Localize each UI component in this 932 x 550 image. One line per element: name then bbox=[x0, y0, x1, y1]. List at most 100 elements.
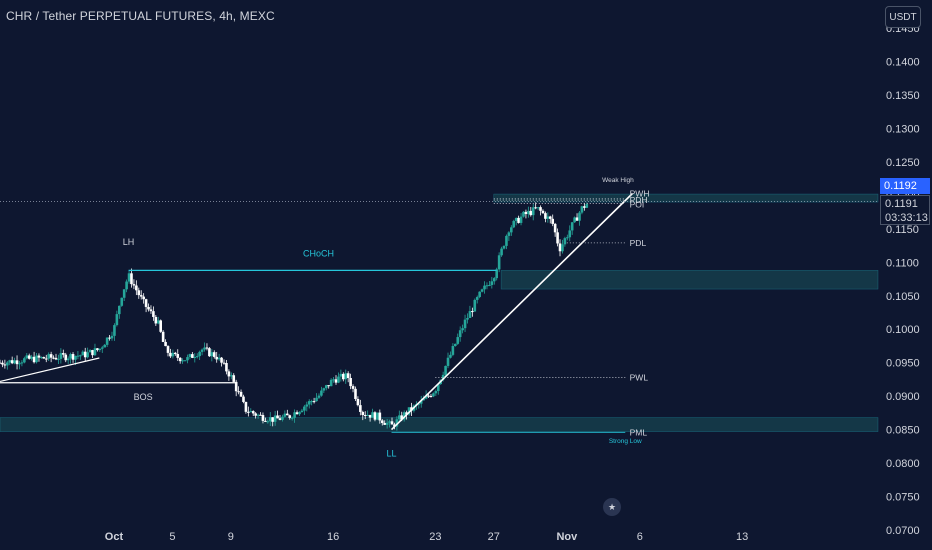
current-price-tag: 0.1191 03:33:13 bbox=[880, 195, 930, 225]
candle-body bbox=[507, 232, 511, 236]
candle-body bbox=[225, 363, 228, 372]
x-tick-label: Nov bbox=[556, 531, 578, 543]
candle-body bbox=[264, 420, 267, 422]
candle-body bbox=[561, 244, 564, 252]
candle-body bbox=[15, 360, 19, 365]
candle-body bbox=[188, 354, 192, 358]
candle-body bbox=[502, 245, 506, 249]
candle-body bbox=[339, 373, 343, 377]
candle-body bbox=[217, 357, 221, 360]
candle-body bbox=[210, 352, 214, 357]
candle-body bbox=[505, 235, 508, 246]
candle-body bbox=[103, 344, 106, 348]
candle-body bbox=[142, 296, 145, 300]
candle-body bbox=[444, 365, 447, 375]
candle-body bbox=[332, 379, 335, 381]
candle-body bbox=[159, 320, 162, 332]
candle-body bbox=[405, 412, 408, 415]
candle-body bbox=[161, 331, 165, 342]
candle-body bbox=[259, 414, 262, 416]
candle-body bbox=[324, 385, 328, 389]
candle-body bbox=[463, 319, 467, 329]
candle-body bbox=[27, 355, 31, 359]
candle-body bbox=[495, 269, 499, 279]
candle-body bbox=[305, 404, 309, 407]
candle-body bbox=[183, 360, 187, 362]
candle-body bbox=[193, 356, 197, 358]
candle-body bbox=[47, 354, 50, 359]
candle-body bbox=[239, 391, 243, 397]
y-tick-label: 0.1000 bbox=[886, 324, 920, 336]
candle-body bbox=[529, 210, 533, 216]
candle-body bbox=[13, 360, 16, 364]
candle-body bbox=[566, 237, 569, 239]
candle-body bbox=[181, 360, 184, 362]
candle-body bbox=[327, 385, 331, 387]
candle-body bbox=[517, 217, 520, 223]
candle-body bbox=[215, 356, 218, 360]
candle-body bbox=[127, 273, 131, 282]
candle-body bbox=[356, 398, 360, 406]
candle-body bbox=[164, 341, 167, 347]
x-tick-label: 27 bbox=[488, 531, 500, 543]
candle-body bbox=[288, 415, 292, 418]
candle-body bbox=[8, 360, 12, 363]
currency-button[interactable]: USDT bbox=[885, 6, 921, 28]
candle-body bbox=[422, 398, 425, 401]
x-tick-label: 16 bbox=[327, 531, 339, 543]
level-label-poi: POI bbox=[630, 199, 645, 209]
candle-body bbox=[76, 355, 80, 357]
y-tick-label: 0.1350 bbox=[886, 90, 920, 102]
candle-body bbox=[524, 211, 528, 215]
annotation-ll: LL bbox=[387, 448, 397, 458]
candle-body bbox=[553, 223, 557, 233]
y-tick-label: 0.1300 bbox=[886, 123, 920, 135]
candle-body bbox=[303, 406, 306, 411]
candle-body bbox=[371, 412, 374, 418]
candle-body bbox=[312, 401, 316, 403]
candle-body bbox=[44, 358, 48, 360]
candle-body bbox=[113, 325, 116, 336]
candle-body bbox=[451, 346, 455, 355]
candle-body bbox=[174, 352, 177, 355]
candle-body bbox=[320, 390, 323, 396]
candle-body bbox=[478, 291, 481, 298]
candle-body bbox=[322, 388, 326, 391]
candle-body bbox=[376, 412, 379, 420]
candle-body bbox=[203, 347, 206, 350]
candle-body bbox=[23, 358, 26, 363]
candle-body bbox=[110, 335, 114, 339]
candle-body bbox=[556, 232, 559, 244]
candle-body bbox=[468, 311, 472, 319]
y-tick-label: 0.1150 bbox=[886, 224, 919, 236]
candle-body bbox=[295, 412, 299, 415]
candle-body bbox=[497, 255, 501, 270]
candle-body bbox=[475, 297, 479, 300]
candle-body bbox=[373, 412, 377, 420]
candle-body bbox=[378, 412, 382, 421]
candle-body bbox=[344, 373, 348, 380]
candle-body bbox=[548, 216, 552, 219]
candle-body bbox=[276, 415, 279, 419]
candle-body bbox=[541, 210, 545, 214]
candle-body bbox=[154, 316, 158, 324]
us-flag-icon[interactable]: ★ bbox=[603, 498, 621, 516]
y-tick-label: 0.1050 bbox=[886, 291, 920, 303]
candle-body bbox=[266, 421, 270, 423]
candle-body bbox=[293, 412, 296, 418]
y-tick-label: 0.0750 bbox=[886, 492, 920, 504]
candle-body bbox=[169, 352, 172, 357]
candle-body bbox=[254, 413, 257, 416]
candle-body bbox=[351, 386, 355, 389]
candle-body bbox=[454, 343, 457, 347]
level-label-pdl: PDL bbox=[630, 238, 647, 248]
candle-body bbox=[57, 358, 60, 360]
candle-body bbox=[125, 281, 128, 290]
candle-body bbox=[580, 206, 584, 213]
candle-body bbox=[432, 393, 435, 397]
trend-line bbox=[390, 192, 634, 431]
candle-body bbox=[230, 375, 233, 377]
level-label-pwl: PWL bbox=[630, 372, 649, 382]
candle-body bbox=[220, 357, 223, 363]
